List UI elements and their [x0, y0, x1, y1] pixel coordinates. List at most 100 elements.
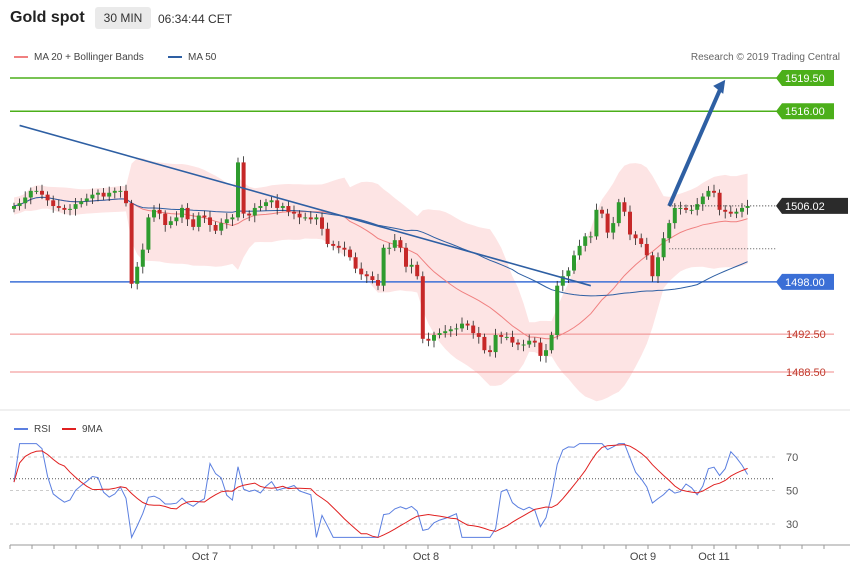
candle-body: [202, 215, 207, 218]
candle-body: [448, 329, 453, 332]
candle-body: [454, 328, 459, 330]
candle-body: [314, 217, 319, 220]
projection-arrow: [667, 86, 724, 207]
candle-body: [622, 202, 627, 212]
rsi-tick-label: 50: [786, 486, 798, 498]
candle-body: [656, 257, 660, 277]
candle-body: [443, 331, 448, 334]
legend-ma50-label: MA 50: [188, 52, 217, 63]
rsi-tick-label: 70: [786, 452, 798, 464]
level-label: 1519.50: [785, 73, 825, 85]
candle-body: [269, 200, 274, 203]
candle-body: [280, 206, 285, 208]
candle-body: [135, 266, 140, 284]
price-chart[interactable]: 1519.50 1516.00 1498.00 1492.50 1488.50 1506.…: [0, 0, 850, 420]
legend-rsi-swatch: [14, 428, 28, 431]
candle-body: [236, 162, 240, 218]
candle-body: [437, 333, 442, 336]
x-tick-label: Oct 11: [698, 551, 730, 563]
candle-body: [208, 217, 212, 225]
candle-body: [616, 202, 621, 224]
candle-body: [101, 192, 106, 197]
candle-body: [605, 213, 610, 233]
candle-body: [219, 223, 224, 231]
candle-body: [471, 325, 476, 334]
candle-body: [678, 207, 683, 209]
candle-body: [493, 335, 498, 353]
candle-body: [566, 270, 571, 277]
candles: [12, 156, 750, 363]
candle-body: [140, 249, 145, 267]
level-label: 1498.00: [785, 277, 825, 289]
candle-body: [628, 211, 632, 235]
candle-body: [577, 245, 582, 256]
candle-body: [689, 209, 694, 211]
candle-body: [79, 201, 84, 205]
timeframe-button[interactable]: 30 MIN: [95, 7, 151, 29]
candle-body: [420, 276, 425, 339]
candle-body: [572, 255, 576, 271]
candle-body: [639, 238, 644, 244]
candle-body: [426, 338, 431, 341]
candle-body: [84, 198, 89, 202]
candle-body: [17, 203, 22, 207]
candle-body: [51, 200, 56, 207]
x-tick-label: Oct 8: [413, 551, 439, 563]
candle-body: [644, 243, 649, 256]
candle-body: [409, 264, 414, 267]
candle-body: [40, 190, 44, 195]
candle-body: [129, 203, 134, 284]
candle-body: [62, 207, 67, 210]
level-label: 1516.00: [785, 106, 825, 118]
candle-body: [331, 243, 336, 246]
level-label: 1488.50: [786, 367, 826, 379]
instrument-title: Gold spot: [10, 9, 85, 26]
candle-body: [465, 323, 470, 326]
candle-body: [191, 219, 196, 227]
candle-body: [538, 342, 543, 356]
candle-body: [700, 196, 705, 205]
candle-body: [107, 192, 112, 197]
level-label: 1492.50: [786, 329, 826, 341]
candle-body: [258, 206, 263, 208]
candle-body: [12, 206, 16, 209]
candle-body: [588, 236, 593, 238]
downtrend-line: [19, 124, 592, 287]
candle-body: [734, 211, 739, 214]
legend-rsi-label: RSI: [34, 424, 51, 435]
candle-body: [56, 206, 61, 208]
header-bar: Gold spot 30 MIN 06:34:44 CET: [0, 0, 850, 38]
candle-body: [185, 207, 190, 220]
level-tag: [776, 70, 834, 86]
candle-body: [168, 221, 173, 225]
legend-9ma: 9MA: [62, 424, 103, 435]
candle-body: [264, 202, 268, 207]
legend-ma20-swatch: [14, 56, 28, 59]
candle-body: [532, 340, 537, 343]
candle-body: [544, 350, 548, 356]
candle-body: [292, 211, 296, 214]
x-tick-label: Oct 7: [192, 551, 218, 563]
legend-ma20: MA 20 + Bollinger Bands: [14, 52, 144, 63]
x-tick-label: Oct 9: [630, 551, 656, 563]
candle-body: [516, 342, 520, 345]
legend-rsi: RSI: [14, 424, 51, 435]
candle-body: [432, 335, 436, 341]
candle-body: [706, 190, 711, 197]
candle-body: [555, 285, 560, 336]
candle-body: [549, 335, 554, 351]
candle-body: [34, 190, 39, 192]
last-price-label: 1506.02: [785, 201, 825, 213]
candle-body: [404, 247, 408, 267]
candle-body: [650, 255, 655, 277]
rsi-tick-label: 30: [786, 519, 798, 531]
candle-body: [712, 190, 716, 193]
candle-body: [482, 336, 487, 351]
candle-body: [73, 204, 78, 209]
candle-body: [476, 333, 481, 337]
candle-body: [303, 217, 308, 219]
candle-body: [196, 215, 201, 227]
level-tag: [776, 103, 834, 120]
candle-body: [717, 192, 722, 210]
